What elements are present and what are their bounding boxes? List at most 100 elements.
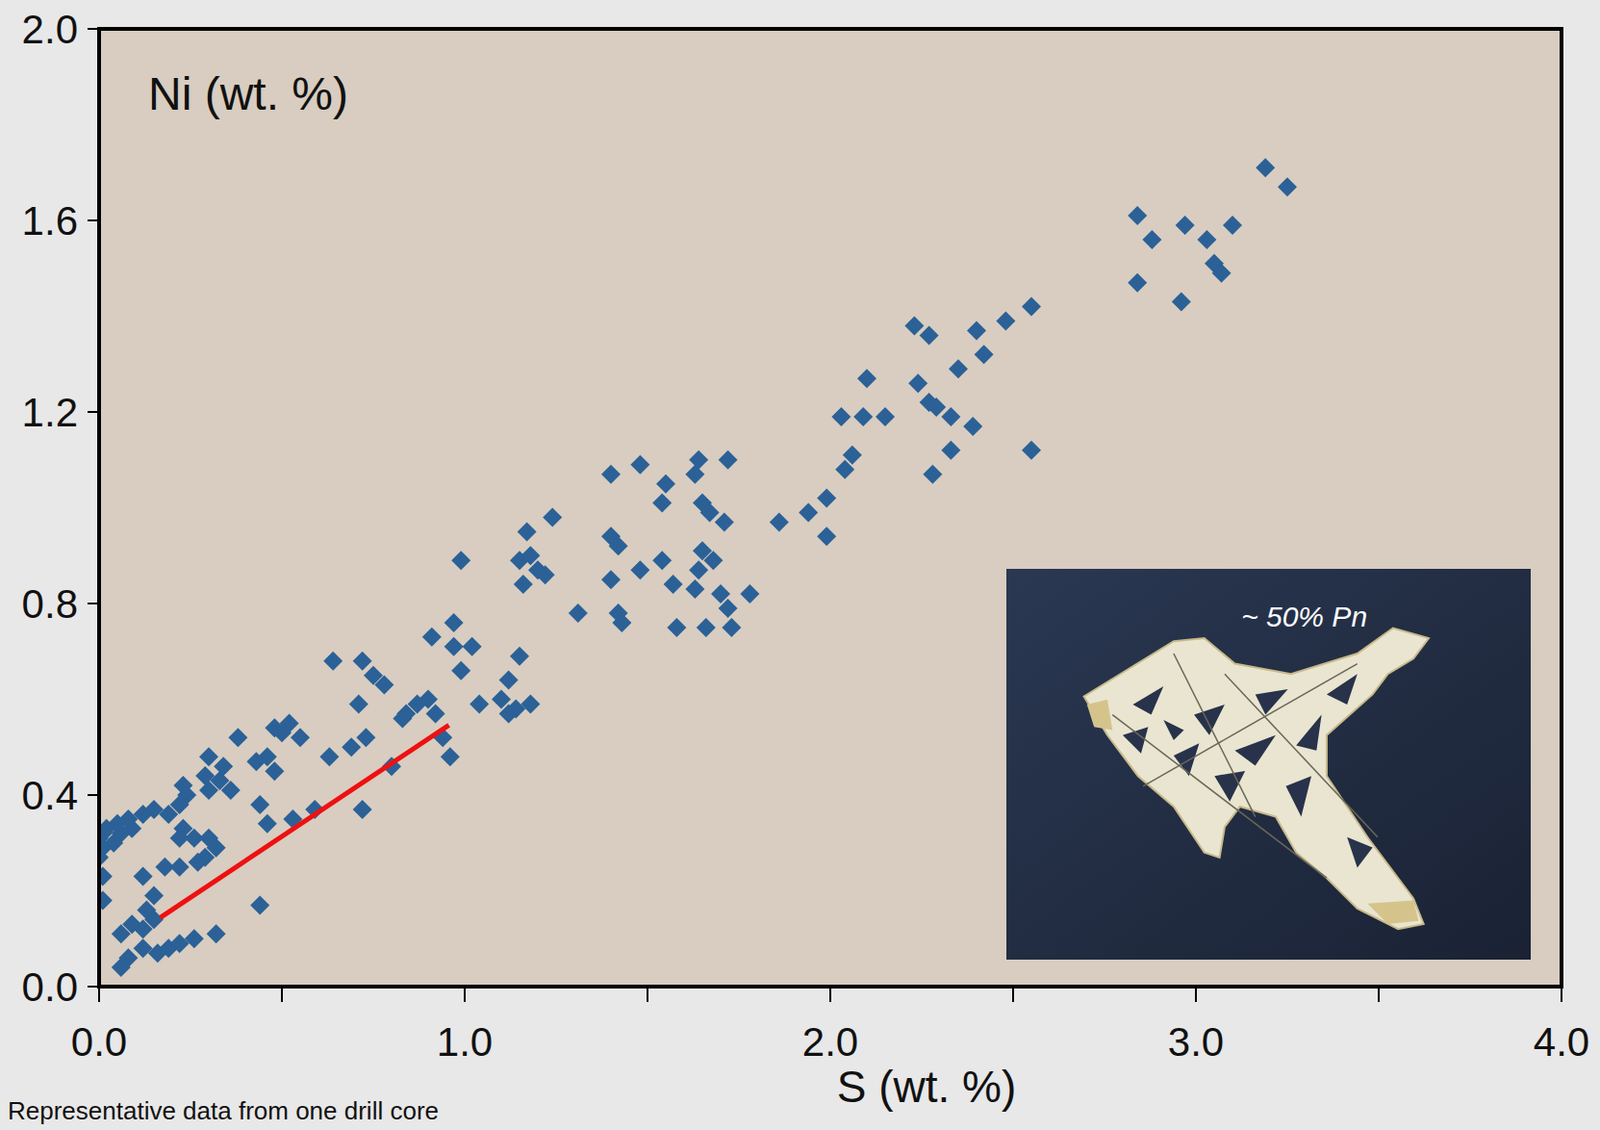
point (630, 455, 650, 475)
point (685, 464, 705, 484)
annotation: ~ 50% Pn (1241, 600, 1368, 633)
point (688, 559, 709, 580)
x-tick-label: 2.0 (802, 1018, 859, 1065)
point (499, 670, 519, 690)
x-minor-tick (1012, 986, 1015, 1002)
point (426, 703, 446, 723)
point (1171, 292, 1192, 312)
point (199, 746, 219, 766)
point (835, 459, 855, 480)
point (739, 584, 760, 604)
point (904, 315, 924, 335)
x-tick-label: 4.0 (1533, 1018, 1590, 1065)
point (703, 550, 723, 570)
silicate-fragment (1193, 704, 1225, 736)
point (99, 889, 113, 910)
point (520, 693, 540, 713)
point (206, 923, 227, 943)
x-tick (829, 986, 832, 1002)
point (922, 464, 942, 484)
point (228, 727, 248, 747)
point (1142, 229, 1162, 250)
point (250, 894, 270, 915)
y-tick-label: 0.4 (22, 772, 78, 818)
point (170, 828, 190, 848)
point (652, 493, 672, 513)
point (1277, 177, 1297, 197)
point (1127, 205, 1147, 226)
y-tick-label: 1.2 (22, 389, 78, 435)
plot-area (99, 28, 1562, 987)
point (122, 818, 142, 839)
point (966, 320, 987, 340)
point (1255, 157, 1275, 178)
point (816, 488, 837, 508)
point (513, 574, 534, 594)
caption: Representative data from one drill core (7, 1095, 439, 1125)
point (1175, 215, 1195, 235)
x-tick (1560, 986, 1563, 1002)
chalcopyrite (1087, 699, 1114, 731)
point (601, 569, 621, 589)
crack (1224, 673, 1378, 838)
x-minor-tick (280, 986, 283, 1002)
silicate-fragment (1235, 735, 1276, 766)
crack (1112, 714, 1327, 879)
point (133, 804, 153, 824)
y-tick-label: 0.0 (22, 964, 78, 1010)
silicate-fragment (1295, 714, 1322, 751)
x-minor-tick (646, 986, 649, 1002)
point (517, 521, 537, 541)
point (195, 765, 215, 786)
point (1127, 273, 1147, 293)
frame (99, 28, 1562, 987)
inset (1006, 568, 1531, 960)
silicate-fragment (1122, 726, 1149, 754)
point (1021, 297, 1042, 317)
x-axis-title: S (wt. %) (837, 1061, 1017, 1112)
point (221, 780, 241, 800)
point (319, 746, 339, 766)
point (250, 794, 270, 814)
point (853, 406, 873, 427)
point (451, 550, 471, 570)
point (798, 502, 818, 522)
point (444, 612, 464, 633)
silicate-fragment (1346, 837, 1373, 868)
point (462, 636, 483, 657)
point (355, 727, 376, 747)
y-tick-label: 1.6 (22, 198, 78, 244)
sulfide-grain (1084, 627, 1429, 929)
silicate-fragment (1286, 775, 1313, 816)
point (769, 511, 789, 532)
point (246, 751, 266, 771)
point (392, 708, 412, 728)
chart: 0.01.02.03.04.00.00.40.81.21.62.0~ 50% P… (0, 0, 1600, 1130)
point (696, 617, 716, 637)
point (170, 857, 190, 877)
point (133, 866, 153, 887)
point (831, 406, 851, 427)
point (542, 507, 562, 527)
point (700, 502, 720, 522)
point (718, 450, 738, 470)
point (630, 559, 650, 580)
y-axis-title: Ni (wt. %) (148, 68, 349, 120)
point (1212, 263, 1232, 283)
point (353, 651, 373, 671)
point (995, 310, 1016, 331)
point (535, 564, 556, 585)
point (272, 722, 292, 742)
x-tick-label: 3.0 (1168, 1018, 1224, 1065)
point (601, 464, 621, 484)
y-tick-label: 0.8 (22, 581, 78, 627)
point (199, 780, 219, 800)
silicate-fragment (1163, 719, 1184, 740)
point (908, 373, 928, 393)
crack (1142, 663, 1358, 787)
point (714, 511, 735, 532)
point (341, 736, 361, 757)
point (974, 344, 994, 364)
point (1196, 229, 1217, 250)
point (133, 938, 153, 958)
